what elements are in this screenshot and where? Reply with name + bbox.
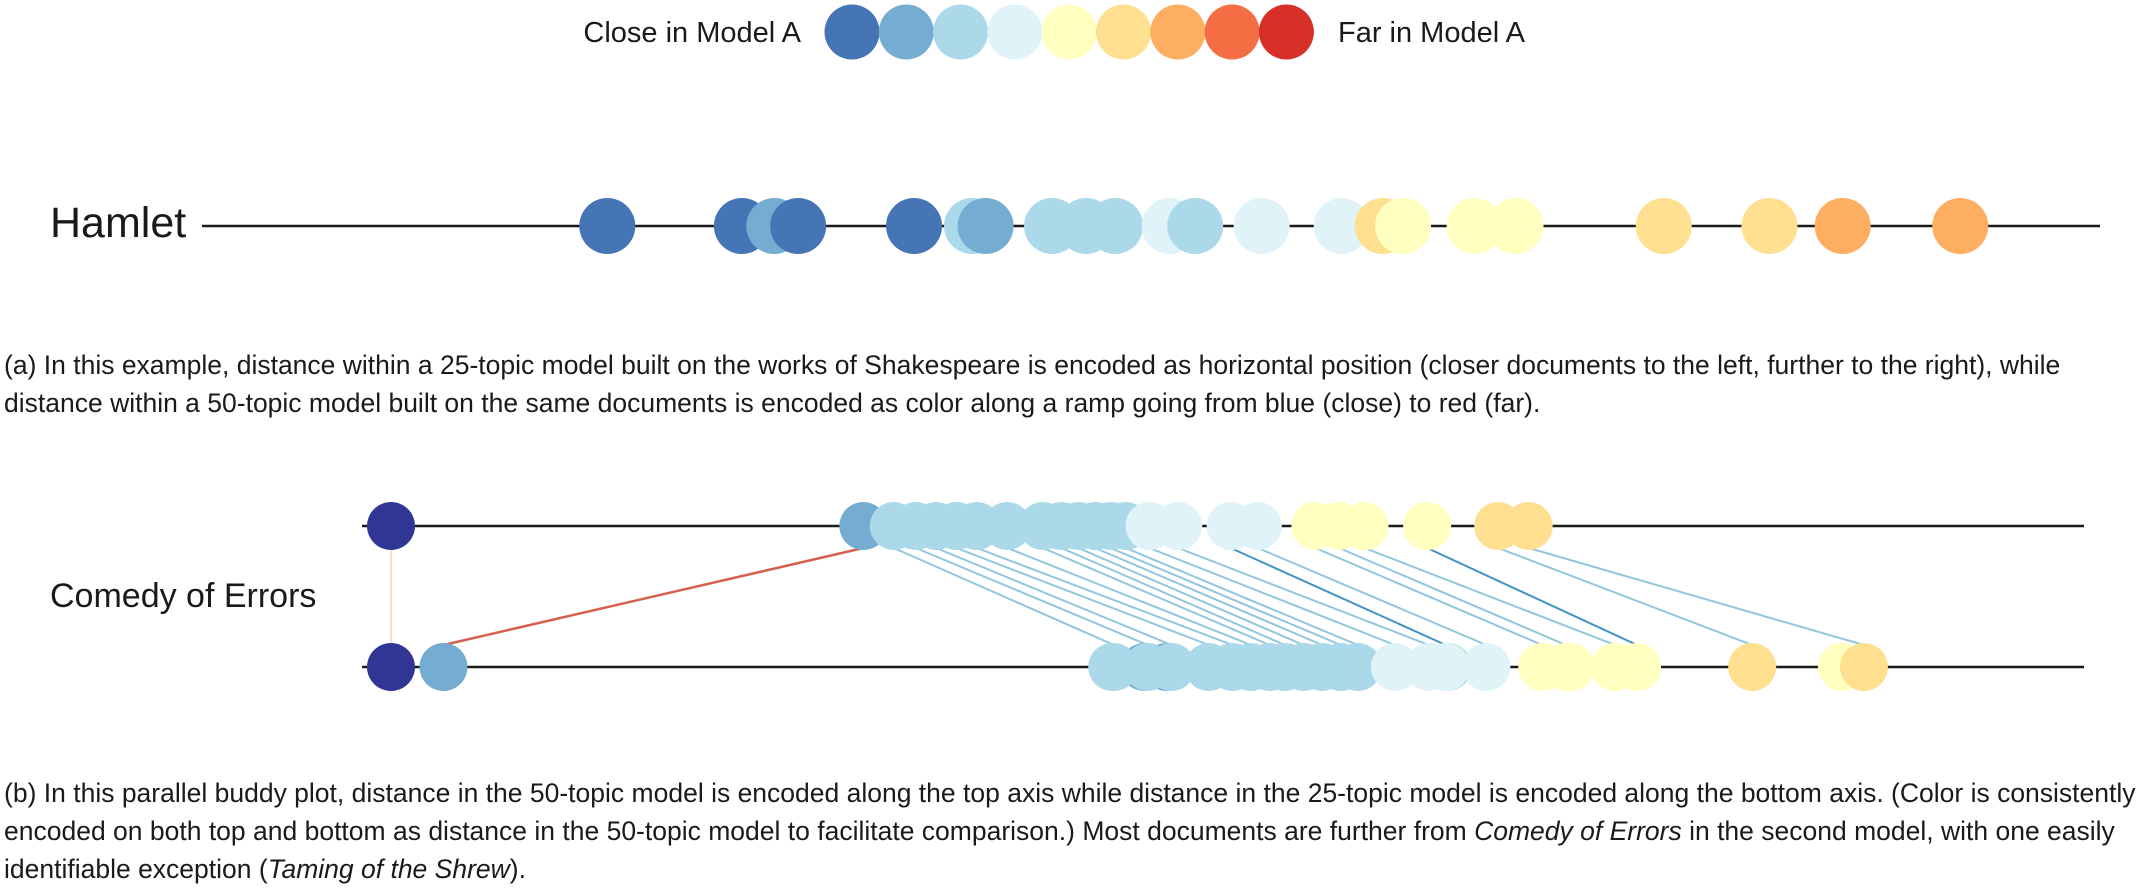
legend-swatch [987,4,1043,60]
legend-far-label: Far in Model A [1338,17,1526,49]
document-dot [579,198,636,254]
connector-line [1338,547,1567,646]
connector-line [1230,547,1447,646]
panel-b-documents [367,502,1888,691]
connector-line [1426,547,1638,646]
legend-swatch [1204,4,1260,60]
legend-swatch [1096,4,1151,60]
connector-line [1177,547,1430,646]
legend-swatches [824,4,1314,60]
document-dot [886,198,943,254]
legend-swatch [933,4,989,60]
document-dot [1741,198,1798,254]
bottom-document-dot [1421,643,1470,691]
bottom-document-dot [1147,643,1196,691]
caption-b-title-shrew: Taming of the Shrew [267,854,510,884]
connector-line [1257,547,1487,646]
document-dot [1167,198,1224,254]
top-document-dot [1154,502,1203,550]
top-document-dot [367,502,415,550]
document-dot [957,198,1014,254]
connector-line [1314,547,1543,646]
document-dot [1375,198,1432,254]
caption-b-title-comedy: Comedy of Errors [1474,816,1682,846]
bottom-document-dot [1728,643,1777,691]
legend-close-label: Close in Model A [583,17,801,49]
document-dot [1487,198,1544,254]
bottom-document-dot [1089,643,1138,691]
panel-b-comedy-of-errors: Comedy of Errors [50,502,2084,691]
legend-swatch [1258,4,1314,60]
bottom-document-dot [1839,643,1888,691]
connector-line [935,547,1172,646]
caption-b-part-1: (b) In this parallel buddy plot, distanc… [4,778,2136,846]
connector-line [443,546,864,647]
connector-line [1149,547,1396,646]
connector-line [1006,547,1252,646]
top-document-dot [983,502,1032,550]
connector-line [1061,547,1286,646]
caption-b-part-2: in the second model, with one easily ide… [4,816,2115,884]
document-dot [1814,198,1871,254]
connector-line [1364,547,1616,646]
bottom-document-dot [1541,643,1590,691]
connector-line [1125,547,1359,646]
bottom-document-dot [419,643,468,691]
document-dot [1233,198,1290,254]
connector-line [1042,547,1271,646]
bottom-document-dot [1333,643,1382,691]
top-document-dot [1403,502,1452,550]
document-dot [1313,198,1370,254]
legend-swatch [878,4,934,60]
document-dot [1635,198,1692,254]
connector-line [1077,547,1304,646]
panel-a-hamlet: Hamlet [50,198,2100,254]
color-legend: Close in Model A Far in Model A [583,4,1526,60]
connector-line [893,547,1115,646]
connector-line [956,547,1210,646]
top-document-dot [1504,502,1553,550]
bottom-document-dot [1462,643,1511,691]
top-document-dot [1340,502,1389,550]
legend-swatch [824,4,880,60]
top-document-dot [1233,502,1282,550]
document-dot [1087,198,1144,254]
connector-line [976,547,1233,646]
document-dot [1932,198,1989,254]
connector-line [1110,547,1342,646]
connector-line [915,547,1149,646]
caption-b-part-3: ). [509,854,526,884]
caption-a: (a) In this example, distance within a 2… [4,350,2061,418]
panel-a-documents [579,198,1989,254]
connector-line [1497,547,1753,646]
panel-a-label: Hamlet [50,199,186,247]
bottom-document-dot [367,643,415,691]
legend-swatch [1041,4,1097,60]
document-dot [1446,198,1503,254]
bottom-document-dot [1370,643,1419,691]
connector-line [1094,547,1323,646]
panel-b-label: Comedy of Errors [50,577,316,615]
panel-b-connectors [390,546,1865,647]
document-dot [770,198,827,254]
connector-line [1528,547,1865,646]
caption-b: (b) In this parallel buddy plot, distanc… [4,774,2138,888]
bottom-document-dot [1613,643,1662,691]
legend-swatch [1150,4,1206,60]
